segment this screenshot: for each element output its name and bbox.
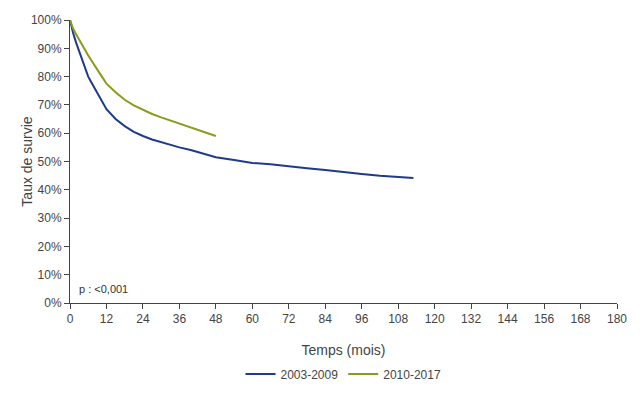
svg-text:20%: 20% xyxy=(38,240,62,254)
svg-text:0: 0 xyxy=(67,312,74,326)
svg-text:100%: 100% xyxy=(31,13,62,27)
svg-text:168: 168 xyxy=(571,312,591,326)
svg-text:132: 132 xyxy=(461,312,481,326)
svg-text:24: 24 xyxy=(136,312,150,326)
svg-text:70%: 70% xyxy=(38,98,62,112)
svg-text:180: 180 xyxy=(607,312,627,326)
svg-text:84: 84 xyxy=(319,312,333,326)
svg-text:2003-2009: 2003-2009 xyxy=(281,368,339,382)
svg-text:144: 144 xyxy=(498,312,518,326)
svg-text:p : <0,001: p : <0,001 xyxy=(79,283,128,295)
svg-text:60: 60 xyxy=(246,312,260,326)
svg-text:90%: 90% xyxy=(38,42,62,56)
svg-text:156: 156 xyxy=(534,312,554,326)
svg-text:2010-2017: 2010-2017 xyxy=(383,368,441,382)
svg-text:120: 120 xyxy=(425,312,445,326)
svg-text:0%: 0% xyxy=(44,296,62,310)
svg-text:Taux de survie: Taux de survie xyxy=(19,116,35,206)
svg-text:Temps (mois): Temps (mois) xyxy=(301,342,385,358)
svg-text:12: 12 xyxy=(100,312,114,326)
svg-text:96: 96 xyxy=(355,312,369,326)
svg-text:80%: 80% xyxy=(38,70,62,84)
svg-text:50%: 50% xyxy=(38,155,62,169)
svg-text:108: 108 xyxy=(388,312,408,326)
svg-text:60%: 60% xyxy=(38,126,62,140)
svg-text:10%: 10% xyxy=(38,268,62,282)
svg-text:40%: 40% xyxy=(38,183,62,197)
svg-text:36: 36 xyxy=(173,312,187,326)
svg-text:48: 48 xyxy=(209,312,223,326)
svg-text:72: 72 xyxy=(282,312,296,326)
svg-text:30%: 30% xyxy=(38,211,62,225)
